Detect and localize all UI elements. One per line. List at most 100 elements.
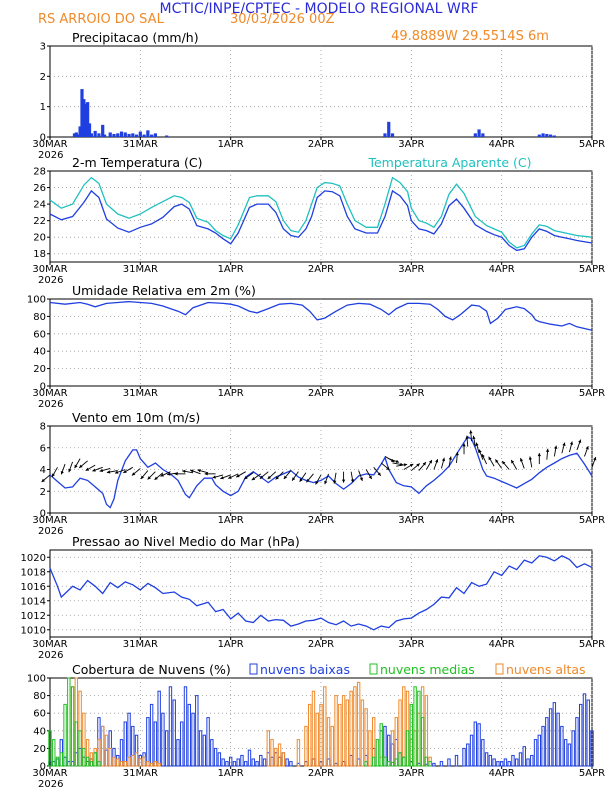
cloud-mid-bar (59, 752, 63, 767)
wind-arrow-head (85, 467, 90, 471)
cloud-mid-bar (67, 677, 71, 767)
wind-arrow-head (299, 478, 303, 482)
precip-bar (477, 129, 481, 137)
pres-xtick-label: 31MAR (123, 639, 158, 650)
wind-arrow-head (585, 446, 589, 450)
cloud-high-bar (127, 756, 131, 767)
cloud-mid-bar (74, 721, 79, 767)
cloud-low-bar (228, 756, 233, 767)
rh-series-line (49, 300, 593, 331)
precip-bar (127, 133, 131, 137)
pres-ytick-label: 1012 (21, 611, 46, 622)
cloud-low-bar (507, 761, 511, 767)
rh-xtick-label: 2APR (308, 388, 334, 399)
cloud-mid-bar (85, 756, 90, 767)
wind-arrow-head (350, 479, 355, 483)
cloud-low-bar (575, 717, 579, 767)
wind-arrow-head (562, 442, 566, 446)
wind-arrow-head (481, 454, 485, 458)
rh-ytick-label: 100 (27, 295, 46, 306)
cloud-mid-bar (93, 752, 97, 767)
cloud-high-bar (100, 725, 105, 767)
precip-bar (86, 102, 90, 137)
wind-arrow-head (448, 456, 453, 460)
cloud-high-bar (315, 712, 319, 767)
cloud-low-bar (499, 761, 504, 767)
cloud-low-bar (432, 762, 436, 767)
wind-arrow-head (569, 441, 574, 445)
wind-arrow-head (428, 459, 432, 464)
precip-bar (390, 133, 395, 137)
rh-year-label: 2026 (38, 399, 63, 410)
cloud-low-bar (247, 749, 252, 767)
header-run: 30/03/2026 00Z (230, 12, 335, 27)
precip-xtick-label: 31MAR (123, 139, 158, 150)
cloud-low-bar (240, 754, 244, 767)
cloud-low-bar (176, 739, 180, 767)
rh-ytick-label: 80 (33, 312, 46, 323)
cloud-high-bar (368, 730, 372, 767)
cloud-high-bar (364, 708, 368, 767)
precip-bar (153, 133, 157, 137)
clouds-ytick-label: 60 (33, 709, 46, 720)
wind-arrow-head (275, 476, 279, 480)
pres-frame (49, 549, 593, 638)
cloud-mid-bar (409, 703, 414, 767)
temp-ytick-label: 22 (33, 216, 46, 227)
cloud-low-bar (123, 721, 127, 767)
cloud-low-bar (571, 730, 575, 767)
cloud-low-bar (488, 754, 493, 767)
cloud-low-bar (447, 758, 451, 767)
wind-xtick-label: 2APR (308, 515, 334, 526)
cloud-high-bar (108, 747, 112, 767)
cloud-low-bar (285, 758, 289, 767)
cloud-high-bar (360, 699, 365, 767)
wind-arrow-head (462, 443, 466, 447)
precip-bar (101, 124, 105, 137)
cloud-low-bar (255, 761, 259, 767)
wind-xtick-label: 30MAR (32, 515, 67, 526)
wind-ytick-label: 4 (40, 465, 46, 476)
wind-arrow-head (259, 475, 264, 479)
precip-bar (150, 134, 154, 137)
rh-frame (49, 298, 593, 387)
wind-ytick-label: 0 (40, 509, 46, 520)
temp-xtick-label: 31MAR (123, 264, 158, 275)
wind-arrow-head (292, 477, 296, 481)
rh-xtick-label: 5APR (579, 388, 605, 399)
wind-arrow-head (409, 464, 414, 467)
wind-arrow-head (267, 475, 272, 480)
cloud-low-bar (262, 758, 267, 767)
wind-series-line (49, 436, 593, 509)
wind-arrow-head (212, 475, 216, 479)
cloud-low-bar (533, 739, 538, 767)
pres-panel: 30MAR 31MAR 1APR 2APR 3APR 4APR 5APR 2026 1010 10… (21, 534, 606, 661)
precip-bar (84, 103, 88, 137)
clouds-ytick-label: 20 (33, 744, 46, 755)
precip-bar (80, 89, 84, 137)
wind-arrow-head (228, 475, 232, 479)
temp-xtick-label: 4APR (489, 264, 515, 275)
cloud-low-bar (477, 723, 481, 767)
cloud-mid-bar (375, 739, 380, 767)
cloud-low-bar (180, 721, 184, 767)
wind-arrow-head (79, 464, 83, 468)
precip-bar (72, 133, 77, 137)
wind-arrow-head (359, 477, 363, 481)
precip-title: Precipitacao (mm/h) (72, 30, 199, 45)
temp-xtick-label: 1APR (218, 264, 244, 275)
cloud-high-bar (146, 761, 150, 767)
wind-arrow-head (502, 461, 506, 465)
cloud-low-bar (236, 758, 240, 767)
cloud-low-bar (149, 703, 154, 767)
wind-arrow-head (306, 478, 310, 483)
cloud-legend-label: nuvens altas (506, 662, 586, 677)
wind-arrow-head (147, 476, 151, 480)
precip-ytick-label: 3 (40, 42, 46, 53)
temp-ytick-label: 18 (33, 249, 46, 260)
wind-arrow-head (416, 463, 420, 467)
precip-bar (142, 134, 146, 137)
wind-arrow-head (131, 472, 136, 476)
cloud-low-bar (225, 761, 229, 767)
precip-bar (548, 134, 553, 137)
